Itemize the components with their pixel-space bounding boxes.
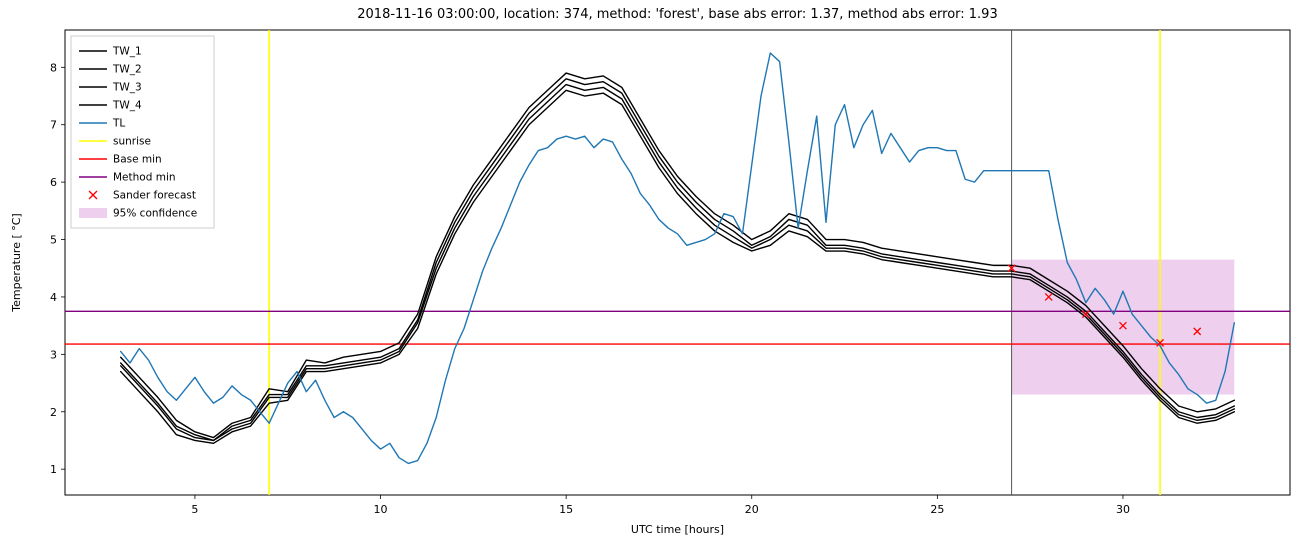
x-tick-label: 25 — [930, 503, 944, 516]
y-tick-label: 4 — [50, 291, 57, 304]
y-tick-label: 1 — [50, 463, 57, 476]
y-tick-label: 3 — [50, 348, 57, 361]
x-tick-label: 30 — [1116, 503, 1130, 516]
chart-svg: 5 10 15 20 25 30 1 2 3 4 5 6 7 8 UTC time [hours] Tempe… — [0, 0, 1302, 547]
legend-label: TW_2 — [112, 64, 142, 76]
legend-label: TL — [112, 118, 125, 130]
x-axis-label: UTC time [hours] — [631, 523, 724, 536]
legend: TW_1 TW_2 TW_3 TW_4 TL sunrise Base min Method … — [71, 36, 214, 228]
x-tick-label: 10 — [374, 503, 388, 516]
y-tick-label: 2 — [50, 406, 57, 419]
confidence-band — [1012, 260, 1235, 395]
legend-label: TW_1 — [112, 46, 142, 58]
y-tick-label: 8 — [50, 61, 57, 74]
legend-label: 95% confidence — [113, 208, 197, 220]
chart-container: 5 10 15 20 25 30 1 2 3 4 5 6 7 8 UTC time [hours] Tempe… — [0, 0, 1302, 547]
legend-label: sunrise — [113, 136, 151, 148]
chart-title: 2018-11-16 03:00:00, location: 374, meth… — [357, 7, 997, 22]
y-axis-label: Temperature [ °C] — [10, 213, 23, 312]
y-tick-label: 6 — [50, 176, 57, 189]
legend-label: Base min — [113, 154, 162, 166]
legend-swatch-patch — [79, 208, 107, 218]
legend-label: Sander forecast — [113, 190, 196, 202]
legend-label: TW_3 — [112, 82, 142, 94]
x-tick-label: 15 — [559, 503, 573, 516]
legend-label: TW_4 — [112, 100, 142, 112]
y-tick-label: 5 — [50, 234, 57, 247]
x-tick-label: 5 — [191, 503, 198, 516]
legend-label: Method min — [113, 172, 176, 184]
y-tick-label: 7 — [50, 119, 57, 132]
x-tick-label: 20 — [745, 503, 759, 516]
